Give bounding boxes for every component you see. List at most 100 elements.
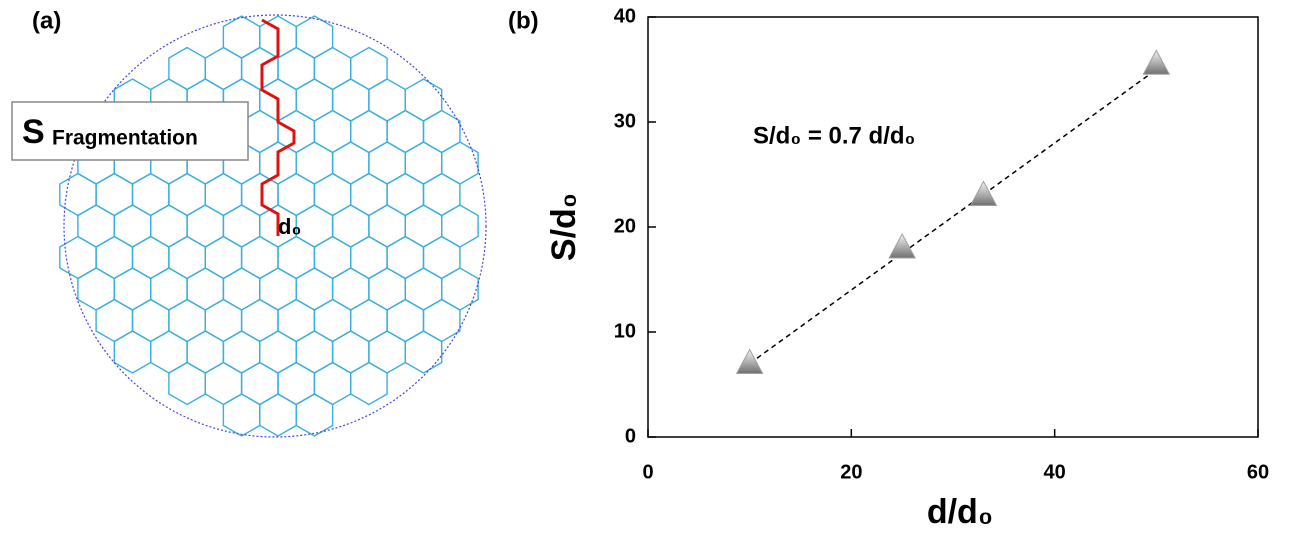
- grain-label: d₀: [278, 214, 301, 239]
- y-tick-label: 10: [614, 320, 636, 342]
- hexagon: [96, 300, 132, 342]
- y-tick-label: 20: [614, 215, 636, 237]
- hexagon: [133, 300, 169, 342]
- hexagon: [405, 268, 441, 310]
- hexagon: [351, 48, 387, 90]
- figure: (a) S Fragmentation d₀ (b) S/d₀ = 0.7 d/…: [0, 0, 1294, 537]
- hexagon: [187, 205, 223, 247]
- hexagon: [205, 174, 241, 216]
- hexagon: [223, 16, 259, 58]
- hexagon: [351, 363, 387, 405]
- hexagon: [78, 205, 114, 247]
- hexagon: [169, 237, 205, 279]
- hexagon: [314, 48, 350, 90]
- hexagon: [96, 174, 132, 216]
- hexagon: [242, 300, 278, 342]
- hexagon: [442, 205, 478, 247]
- hexagon: [278, 111, 314, 153]
- hexagon: [169, 174, 205, 216]
- hexagon: [387, 174, 423, 216]
- hexagon: [223, 331, 259, 373]
- hexagon: [369, 79, 405, 121]
- panel-label: (a): [32, 7, 61, 34]
- hexagon: [296, 79, 332, 121]
- data-point: [737, 350, 763, 374]
- hexagon: [278, 363, 314, 405]
- hexagon: [424, 300, 460, 342]
- hexagon: [205, 237, 241, 279]
- hexagon: [333, 142, 369, 184]
- hexagon: [314, 111, 350, 153]
- hexagon: [314, 363, 350, 405]
- hexagon: [296, 394, 332, 436]
- hexagon: [314, 237, 350, 279]
- hexagon: [351, 111, 387, 153]
- hexagon: [242, 48, 278, 90]
- y-axis-label: S/d₀: [545, 193, 583, 261]
- hexagon: [369, 142, 405, 184]
- box-symbol: S: [22, 113, 45, 151]
- hexagon: [351, 237, 387, 279]
- y-tick-label: 30: [614, 110, 636, 132]
- hexagon: [442, 268, 478, 310]
- x-tick-label: 20: [840, 461, 862, 483]
- hexagon: [405, 142, 441, 184]
- hexagon: [187, 268, 223, 310]
- hexagon: [405, 79, 441, 121]
- hexagon: [242, 237, 278, 279]
- hexagon: [351, 300, 387, 342]
- hexagon: [333, 268, 369, 310]
- annotation: S/d₀ = 0.7 d/d₀: [753, 122, 915, 149]
- hexagon: [296, 205, 332, 247]
- hexagon: [151, 205, 187, 247]
- hexagon: [151, 268, 187, 310]
- hexagon: [205, 48, 241, 90]
- hexagon: [151, 331, 187, 373]
- hexagon: [278, 48, 314, 90]
- hexagon: [278, 300, 314, 342]
- hexagon: [296, 331, 332, 373]
- hexagon: [333, 79, 369, 121]
- hexagon: [278, 237, 314, 279]
- hexagon: [333, 205, 369, 247]
- hexagon: [369, 205, 405, 247]
- hexagon: [296, 16, 332, 58]
- hexagon: [133, 174, 169, 216]
- hexagon: [260, 394, 296, 436]
- hexagon: [387, 300, 423, 342]
- hexagon: [260, 331, 296, 373]
- hexagon: [223, 205, 259, 247]
- hexagon: [387, 111, 423, 153]
- box-text: Fragmentation: [52, 127, 198, 150]
- hexagon: [96, 237, 132, 279]
- hexagon: [424, 111, 460, 153]
- hexagon: [296, 142, 332, 184]
- hexagon: [314, 174, 350, 216]
- hexagon: [442, 142, 478, 184]
- hexagon: [169, 300, 205, 342]
- fit-line: [750, 70, 1157, 364]
- hexagon: [223, 268, 259, 310]
- hexagon: [424, 174, 460, 216]
- hexagon: [242, 174, 278, 216]
- x-tick-label: 40: [1044, 461, 1066, 483]
- hexagon: [114, 205, 150, 247]
- hexagon: [369, 331, 405, 373]
- hexagon: [205, 300, 241, 342]
- hexagon: [169, 363, 205, 405]
- x-axis-label: d/d₀: [927, 493, 993, 531]
- circle-outline: [64, 15, 486, 437]
- hexagon: [114, 331, 150, 373]
- hexagon: [60, 174, 96, 216]
- data-point: [1143, 50, 1169, 74]
- hexagon: [260, 268, 296, 310]
- hexagon: [333, 331, 369, 373]
- hex-grid: [60, 16, 478, 436]
- y-tick-label: 0: [625, 425, 636, 447]
- hexagon: [369, 268, 405, 310]
- data-point: [971, 182, 997, 206]
- hexagon: [114, 268, 150, 310]
- hexagon: [187, 331, 223, 373]
- hexagon: [133, 237, 169, 279]
